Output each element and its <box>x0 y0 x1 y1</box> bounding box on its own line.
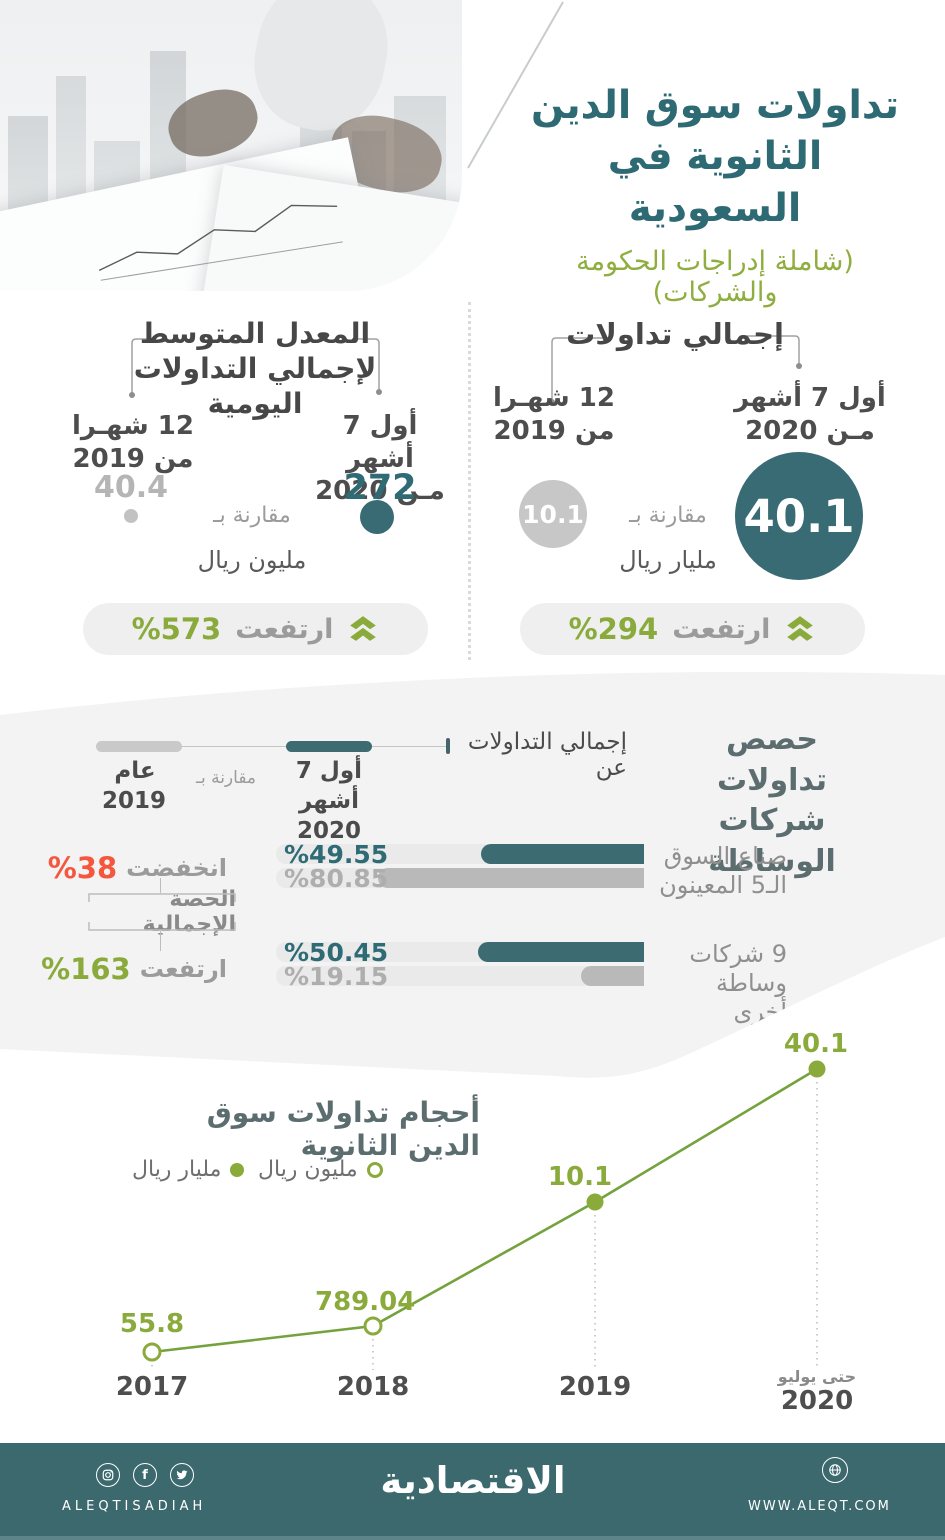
point-value-2019: 10.1 <box>547 1162 613 1192</box>
decrease-row: انخفضت %38 <box>90 851 236 885</box>
bar-group1-2019-fill <box>378 868 644 888</box>
daily-avg-period-2019: 12 شهـرا من 2019 <box>72 411 194 474</box>
broker-shares-section: حصص تداولات شركات الوساطة إجمالي التداول… <box>0 665 945 1085</box>
totals-2019-circle: 10.1 <box>519 480 587 548</box>
daily-avg-title: المعدل المتوسط لإجمالي التداولات اليومية <box>133 317 377 420</box>
bar-group2-2019-fill <box>581 966 644 986</box>
title-line1: تداولات سوق الدين <box>530 83 900 128</box>
broker-shares-title: حصص تداولات شركات الوساطة <box>708 722 836 879</box>
totals-period-2019: 12 شهـرا من 2019 <box>493 383 615 446</box>
filled-dot-icon <box>230 1162 245 1177</box>
change-label: ارتفعت <box>235 613 334 645</box>
legend-tick <box>446 738 450 754</box>
footer: f ALEQTISADIAH الاقتصادية WWW.ALEQT.COM <box>0 1443 945 1540</box>
increase-label: ارتفعت <box>139 955 227 983</box>
x-label-2017: 2017 <box>115 1372 189 1402</box>
comparison-section: إجمالي تداولات أول 7 أشهر مـن 2020 12 شه… <box>0 300 945 665</box>
volume-line-chart <box>142 1060 826 1370</box>
totals-change-pill: ارتفعت %294 <box>520 603 865 655</box>
totals-title: إجمالي تداولات <box>566 317 784 351</box>
hero-photo <box>0 0 462 291</box>
daily-avg-period-2020: أول 7 أشهر مـن 2020 <box>315 411 445 506</box>
bar-group1-2020-fill <box>481 844 644 864</box>
legend-million: مليون ريال <box>258 1157 383 1182</box>
increase-value: %163 <box>41 952 131 986</box>
globe-icon[interactable] <box>822 1457 848 1483</box>
instagram-icon[interactable] <box>96 1463 120 1487</box>
totals-2020-circle: 40.1 <box>735 452 863 580</box>
legend-line <box>100 746 448 747</box>
brand-name: ALEQTISADIAH <box>62 1499 207 1514</box>
compare-label: مقارنة بـ <box>213 503 291 528</box>
x-label-2018: 2018 <box>336 1372 410 1402</box>
bar-group1-2020-track: %49.55 <box>276 844 644 864</box>
bracket-frame <box>88 893 236 931</box>
decrease-label: انخفضت <box>126 854 227 882</box>
bar-group2-2020-track: %50.45 <box>276 942 644 962</box>
legend-2020-label: أول 7 أشهر 2020 <box>295 758 363 844</box>
bracket-connectors <box>129 335 802 405</box>
legend-title: إجمالي التداولات عن <box>467 729 627 781</box>
sketch-lines <box>98 204 343 281</box>
connector-line <box>160 931 161 951</box>
change-label: ارتفعت <box>672 613 771 645</box>
compare-label: مقارنة بـ <box>629 503 707 528</box>
social-icons: f <box>96 1463 194 1487</box>
unit-label: مليون ريال <box>197 546 307 574</box>
x-note-2020: حتى يوليو <box>777 1367 857 1386</box>
totals-period-2020: أول 7 أشهر مـن 2020 <box>734 383 886 446</box>
daily-avg-compare-unit: مقارنة بـ مليون ريال <box>192 503 312 574</box>
point-value-2018: 789.04 <box>315 1287 416 1317</box>
bar-group2-label: 9 شركات وساطة أخرى <box>689 940 787 1026</box>
connector-line <box>160 878 161 893</box>
legend-2019-label: عام 2019 <box>101 758 166 814</box>
page-title: تداولات سوق الدين الثانوية في السعودية (… <box>520 80 910 308</box>
bar-group2-2020-value: %50.45 <box>284 938 389 967</box>
title-line2: الثانوية في السعودية <box>607 134 823 231</box>
total-share-box: الحصة الإجمالية <box>88 893 236 931</box>
unit-label: مليار ريال <box>619 546 717 574</box>
bar-group1-2020-value: %49.55 <box>284 840 389 869</box>
daily-avg-2019-value: 40.4 <box>93 470 169 505</box>
twitter-icon[interactable] <box>170 1463 194 1487</box>
bar-group1-label: صناع السوق الـ5 المعينون <box>659 842 787 899</box>
change-value: %573 <box>131 612 222 646</box>
page-subtitle: (شاملة إدراجات الحكومة والشركات) <box>576 246 854 309</box>
dotted-divider <box>468 302 471 660</box>
bar-group2-2019-value: %19.15 <box>284 962 389 991</box>
bar-group2-2020-fill <box>478 942 644 962</box>
point-value-2020: 40.1 <box>783 1029 849 1059</box>
volume-chart-title: أحجام تداولات سوق الدين الثانوية <box>206 1096 480 1162</box>
hollow-dot-icon <box>366 1161 383 1178</box>
legend-2019-swatch <box>96 741 182 752</box>
up-arrow-icon <box>787 616 814 641</box>
point-value-2017: 55.8 <box>119 1309 185 1339</box>
x-label-2020: حتى يوليو 2020 <box>777 1367 857 1416</box>
increase-row: ارتفعت %163 <box>90 952 236 986</box>
bar-group1-2019-track: %80.85 <box>276 868 644 888</box>
up-arrow-icon <box>350 616 377 641</box>
legend-2020-swatch <box>286 741 372 752</box>
decrease-value: %38 <box>47 851 118 885</box>
bar-group1-2019-value: %80.85 <box>284 864 389 893</box>
aleqtisadiah-logo: الاقتصادية <box>380 1459 566 1502</box>
legend-compare-label: مقارنة بـ <box>195 768 257 788</box>
change-value: %294 <box>568 612 659 646</box>
x-label-2019: 2019 <box>558 1372 632 1402</box>
website-url[interactable]: WWW.ALEQT.COM <box>748 1499 891 1514</box>
daily-avg-2020-dot <box>360 500 394 534</box>
daily-avg-change-pill: ارتفعت %573 <box>83 603 428 655</box>
bar-group2-2019-track: %19.15 <box>276 966 644 986</box>
totals-compare-unit: مقارنة بـ مليار ريال <box>608 503 728 574</box>
daily-avg-2019-dot <box>124 509 138 523</box>
legend-billion: مليار ريال <box>132 1157 245 1182</box>
facebook-icon[interactable]: f <box>133 1463 157 1487</box>
